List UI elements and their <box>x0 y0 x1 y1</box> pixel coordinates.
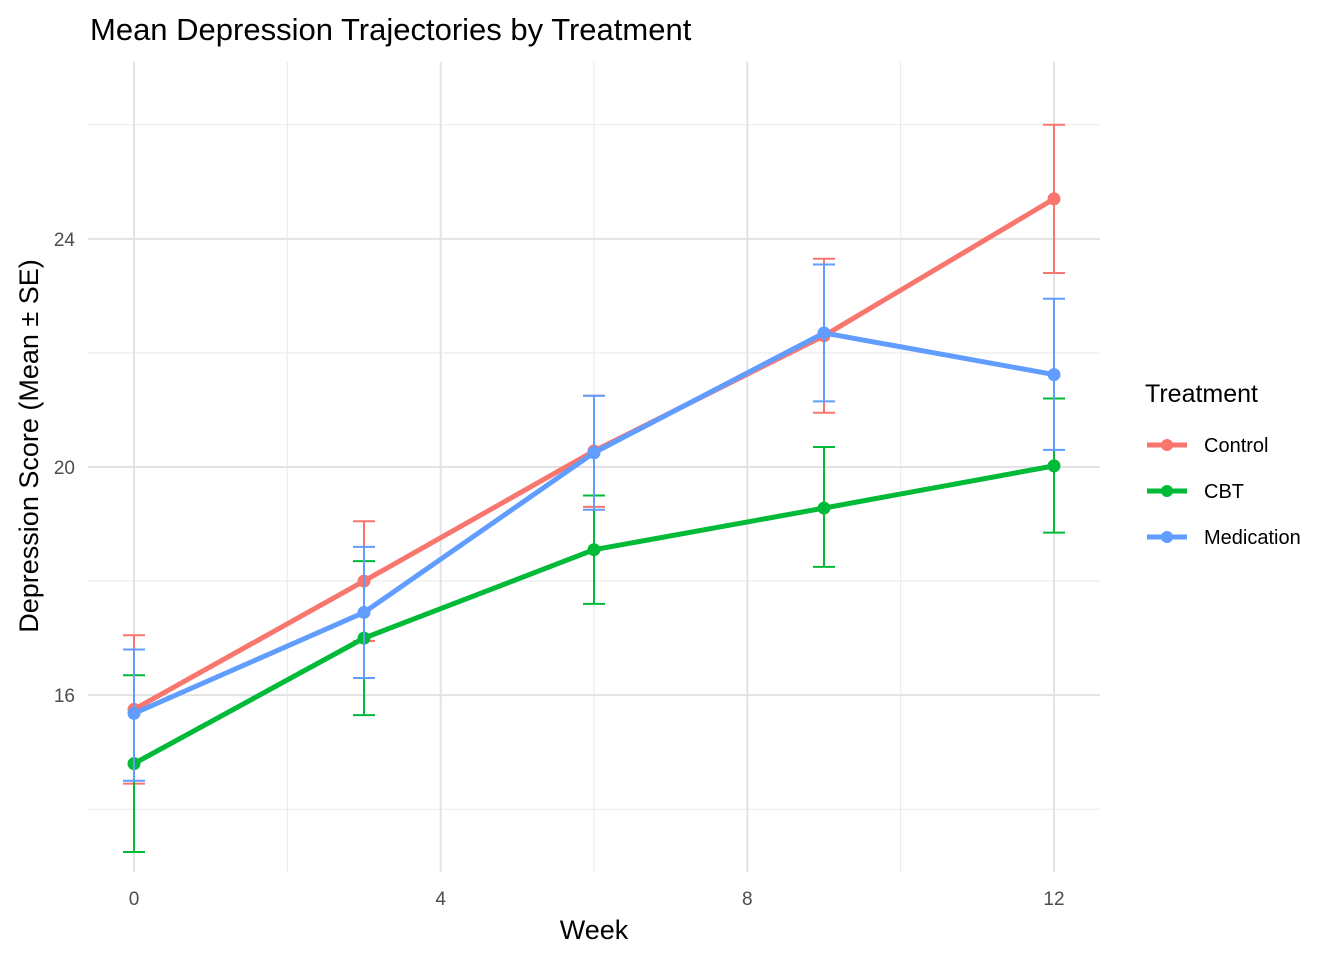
y-tick-label: 20 <box>54 458 75 479</box>
legend-label: Medication <box>1204 527 1301 549</box>
y-tick-label: 24 <box>54 230 76 251</box>
x-tick-label: 12 <box>1043 889 1064 910</box>
data-point <box>1047 368 1061 382</box>
legend-key-point <box>1161 439 1173 451</box>
data-point <box>1047 192 1061 206</box>
data-point <box>587 543 601 557</box>
data-point <box>357 605 371 619</box>
legend: Treatment Control CBT Medication <box>1145 380 1301 549</box>
x-tick-label: 4 <box>435 889 446 910</box>
axes: 0 4 8 12 16 20 24 <box>54 230 1065 910</box>
y-axis-title: Depression Score (Mean ± SE) <box>14 259 44 632</box>
data-point <box>127 706 141 720</box>
data-point <box>587 446 601 460</box>
series-layer <box>123 123 1065 854</box>
data-point <box>817 326 831 340</box>
x-tick-label: 0 <box>129 889 140 910</box>
x-axis-title: Week <box>560 915 629 945</box>
legend-title: Treatment <box>1145 380 1258 408</box>
legend-item: Control <box>1147 435 1268 457</box>
legend-label: CBT <box>1204 481 1244 503</box>
chart-title: Mean Depression Trajectories by Treatmen… <box>90 12 692 47</box>
series-medication <box>123 263 1065 782</box>
legend-key-point <box>1161 531 1173 543</box>
legend-item: Medication <box>1147 527 1301 549</box>
legend-label: Control <box>1204 435 1268 457</box>
data-point <box>1047 459 1061 473</box>
x-tick-label: 8 <box>742 889 753 910</box>
legend-item: CBT <box>1147 481 1244 503</box>
legend-key-point <box>1161 485 1173 497</box>
y-tick-label: 16 <box>54 686 75 707</box>
data-point <box>817 501 831 515</box>
